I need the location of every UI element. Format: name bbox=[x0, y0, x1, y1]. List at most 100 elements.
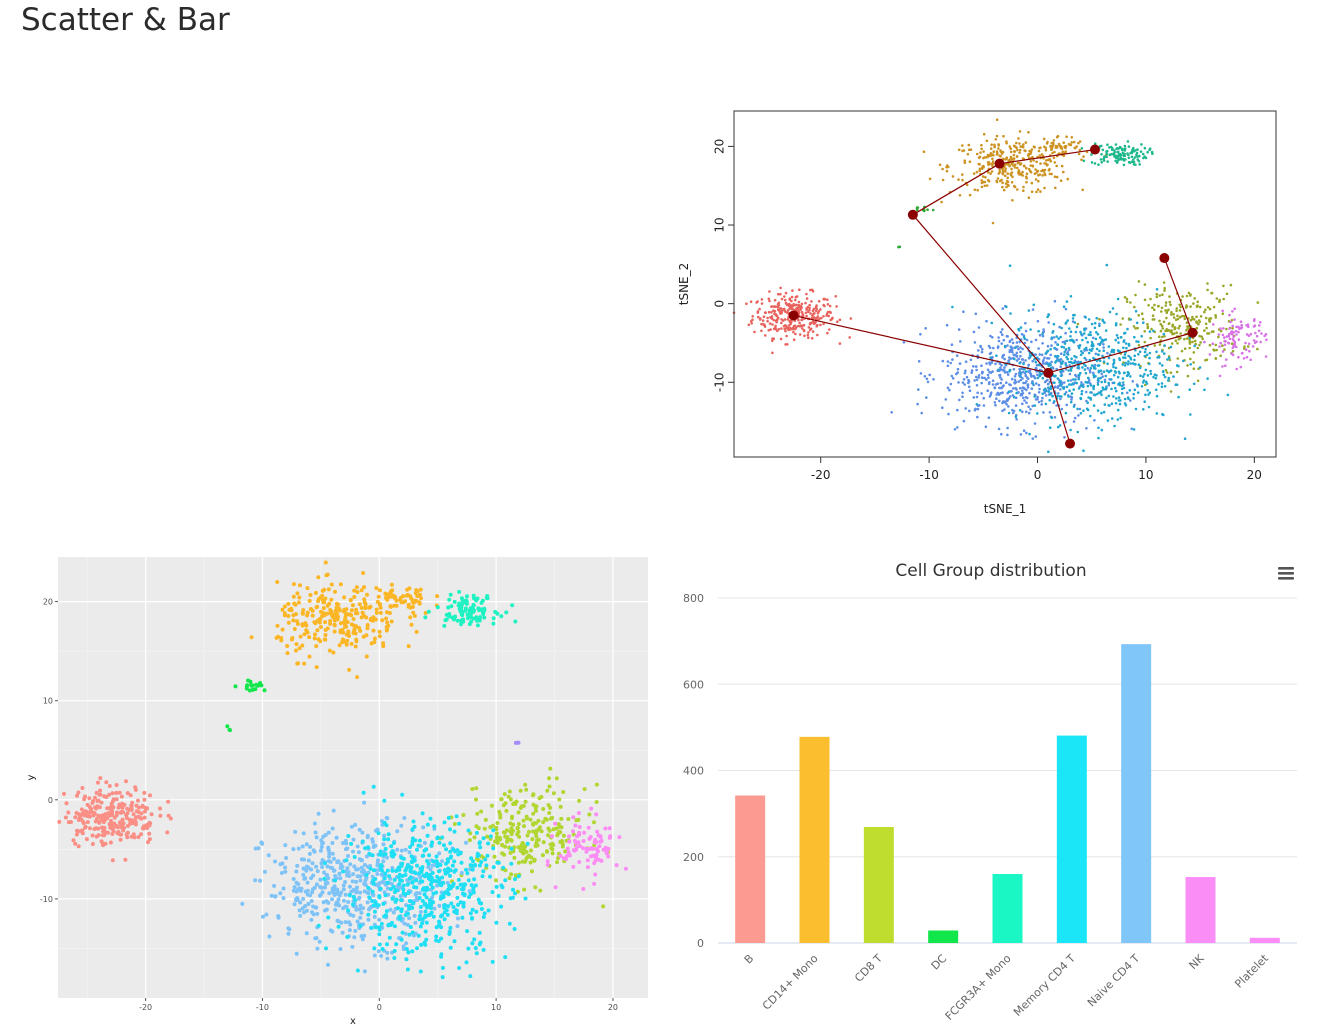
tsne-point bbox=[1030, 148, 1034, 151]
tsne-point bbox=[1143, 340, 1147, 344]
ggplot-point bbox=[295, 863, 300, 868]
ggplot-point bbox=[343, 847, 348, 852]
ggplot-point bbox=[589, 806, 594, 811]
chart-menu-button[interactable] bbox=[1278, 567, 1294, 580]
tsne-point bbox=[1134, 407, 1138, 411]
ggplot-point bbox=[316, 597, 321, 602]
tsne-point bbox=[1114, 322, 1118, 325]
tsne-point bbox=[1058, 325, 1061, 329]
ggplot-point bbox=[457, 966, 462, 970]
tsne-point bbox=[1009, 395, 1012, 398]
ggplot-point bbox=[323, 885, 327, 890]
ggplot-point bbox=[437, 851, 442, 856]
bar-dc[interactable] bbox=[928, 930, 959, 943]
ggplot-point bbox=[518, 788, 523, 793]
tsne-point bbox=[1003, 400, 1007, 403]
tsne-point bbox=[1033, 376, 1037, 380]
tsne-point bbox=[1043, 356, 1046, 360]
tsne-point bbox=[1015, 341, 1019, 344]
ggplot-point bbox=[475, 623, 480, 628]
ggplot-point bbox=[297, 908, 302, 913]
tsne-point bbox=[1027, 346, 1030, 349]
bar-platelet[interactable] bbox=[1249, 937, 1280, 943]
tsne-point bbox=[1061, 150, 1065, 153]
ggplot-point bbox=[400, 930, 405, 935]
ggplot-point bbox=[383, 871, 388, 876]
tsne-point bbox=[1186, 326, 1189, 330]
tsne-point bbox=[1198, 320, 1201, 324]
tsne-point bbox=[920, 411, 923, 415]
ggplot-point bbox=[292, 627, 297, 631]
trajectory-node bbox=[1089, 144, 1100, 155]
ggplot-point bbox=[123, 857, 128, 862]
tsne-point bbox=[1134, 327, 1137, 330]
ggplot-point bbox=[445, 880, 450, 885]
bar-fcgr3a-mono[interactable] bbox=[992, 874, 1023, 943]
tsne-point bbox=[1037, 329, 1040, 333]
tsne-point bbox=[1103, 378, 1107, 382]
ggplot-point bbox=[469, 883, 474, 888]
tsne-point bbox=[838, 342, 842, 345]
bar-memory-cd4-t[interactable] bbox=[1056, 735, 1087, 943]
bar-nk[interactable] bbox=[1185, 877, 1216, 943]
tsne-point bbox=[1114, 402, 1118, 405]
tsne-point bbox=[1221, 350, 1225, 353]
ggplot-point bbox=[278, 891, 283, 896]
ggplot-point bbox=[399, 600, 404, 605]
tsne-point bbox=[1167, 356, 1171, 360]
ggplot-point bbox=[352, 595, 357, 599]
ggplot-point bbox=[377, 634, 382, 639]
ggplot-point bbox=[400, 874, 405, 878]
tsne-point bbox=[981, 165, 984, 169]
ggplot-point bbox=[370, 853, 375, 858]
ggplot-point bbox=[436, 869, 441, 874]
ggplot-point bbox=[417, 600, 422, 605]
ggplot-point bbox=[88, 826, 92, 831]
tsne-point bbox=[1059, 388, 1062, 391]
tsne-point bbox=[1077, 414, 1080, 417]
ggplot-point bbox=[419, 596, 423, 601]
ggplot-point bbox=[496, 894, 501, 898]
ggplot-point bbox=[296, 846, 301, 851]
ggplot-point bbox=[405, 882, 410, 887]
tsne-point bbox=[983, 156, 986, 159]
ggplot-point bbox=[313, 632, 317, 637]
trajectory-node bbox=[994, 158, 1005, 169]
tsne-point bbox=[1047, 450, 1050, 454]
ggplot-point bbox=[439, 894, 444, 899]
ggplot-point bbox=[353, 611, 358, 616]
ggplot-point bbox=[298, 913, 303, 918]
ggplot-point bbox=[446, 815, 451, 820]
bar-cd8-t[interactable] bbox=[863, 826, 894, 943]
tsne-point bbox=[802, 328, 806, 332]
tsne-point bbox=[811, 309, 815, 313]
tsne-point bbox=[980, 185, 984, 189]
ggplot-point bbox=[592, 881, 597, 886]
bar-naive-cd4-t[interactable] bbox=[1121, 644, 1152, 943]
ggplot-point bbox=[269, 893, 274, 898]
tsne-point bbox=[1233, 307, 1236, 311]
tsne-point bbox=[1163, 344, 1166, 347]
tsne-point bbox=[1026, 386, 1030, 389]
tsne-point bbox=[1129, 151, 1132, 155]
tsne-point bbox=[795, 307, 799, 310]
tsne-point bbox=[770, 311, 773, 314]
tsne-point bbox=[1237, 355, 1240, 359]
ggplot-point bbox=[337, 893, 342, 898]
ggplot-point bbox=[420, 917, 425, 921]
tsne-point bbox=[956, 367, 960, 371]
bar-cd14-mono[interactable] bbox=[799, 736, 830, 943]
tsne-point bbox=[1188, 388, 1191, 392]
tsne-point bbox=[1070, 396, 1074, 399]
tsne-point bbox=[970, 371, 973, 374]
tsne-point bbox=[989, 351, 993, 355]
tsne-point bbox=[975, 403, 979, 406]
ggplot-point bbox=[378, 880, 383, 885]
ggplot-point bbox=[541, 820, 546, 825]
tsne-point bbox=[1115, 334, 1119, 337]
ggplot-point bbox=[323, 881, 328, 886]
bar-b[interactable] bbox=[735, 795, 766, 943]
tsne-point bbox=[1095, 347, 1099, 351]
tsne-point bbox=[983, 376, 986, 380]
tsne-point bbox=[1119, 335, 1123, 339]
